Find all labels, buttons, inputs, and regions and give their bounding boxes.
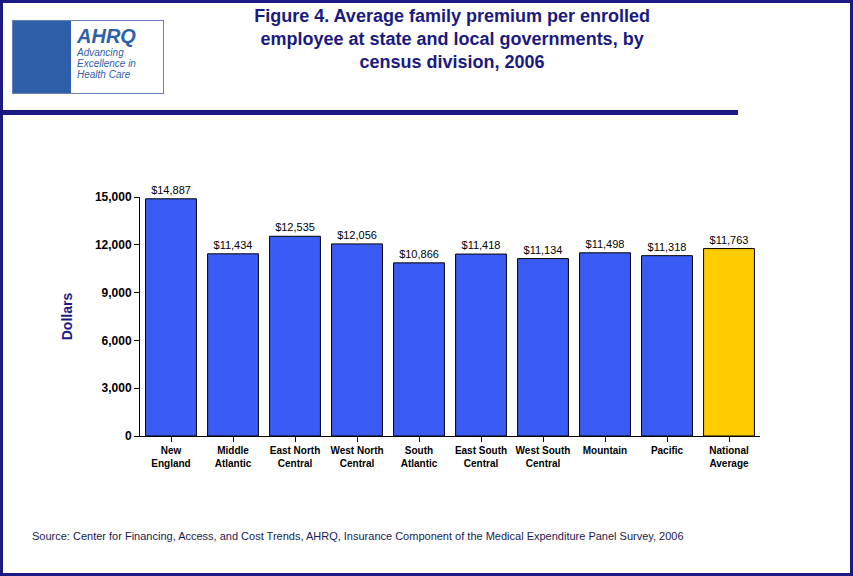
svg-text:Figure 4. Average family premi: Figure 4. Average family premium per enr…	[254, 6, 650, 73]
svg-text:$11,318: $11,318	[648, 241, 687, 253]
svg-text:West SouthCentral: West SouthCentral	[516, 445, 571, 469]
svg-text:$12,535: $12,535	[275, 221, 315, 233]
svg-text:$11,434: $11,434	[214, 239, 253, 251]
svg-text:$11,134: $11,134	[524, 244, 563, 256]
svg-text:$11,418: $11,418	[462, 239, 501, 251]
svg-text:NewEngland: NewEngland	[151, 445, 190, 469]
svg-text:0: 0	[125, 429, 132, 443]
svg-text:$11,763: $11,763	[710, 234, 749, 246]
svg-text:Dollars: Dollars	[59, 293, 75, 341]
html-text:Advancing Excellence in Health: Advancing Excellence in Health Care	[77, 47, 136, 80]
svg-text:Mountain: Mountain	[583, 445, 627, 456]
svg-text:$12,056: $12,056	[337, 229, 377, 241]
svg-text:$14,887: $14,887	[151, 184, 191, 196]
svg-text:East NorthCentral: East NorthCentral	[270, 445, 321, 469]
svg-text:12,000: 12,000	[95, 238, 132, 252]
svg-text:15,000: 15,000	[95, 190, 132, 204]
html-text:AHRQ: AHRQ	[77, 25, 136, 47]
svg-text:MiddleAtlantic: MiddleAtlantic	[215, 445, 252, 469]
svg-text:3,000: 3,000	[102, 381, 132, 395]
svg-text:Source: Center for Financing,: Source: Center for Financing, Access, an…	[32, 530, 684, 542]
svg-text:SouthAtlantic: SouthAtlantic	[401, 445, 438, 469]
svg-text:NationalAverage: NationalAverage	[709, 445, 749, 469]
svg-text:$10,866: $10,866	[399, 248, 439, 260]
svg-text:Pacific: Pacific	[651, 445, 684, 456]
svg-text:$11,498: $11,498	[586, 238, 625, 250]
svg-text:9,000: 9,000	[102, 286, 132, 300]
svg-text:6,000: 6,000	[102, 334, 132, 348]
svg-text:West NorthCentral: West NorthCentral	[330, 445, 383, 469]
svg-text:East SouthCentral: East SouthCentral	[455, 445, 507, 469]
